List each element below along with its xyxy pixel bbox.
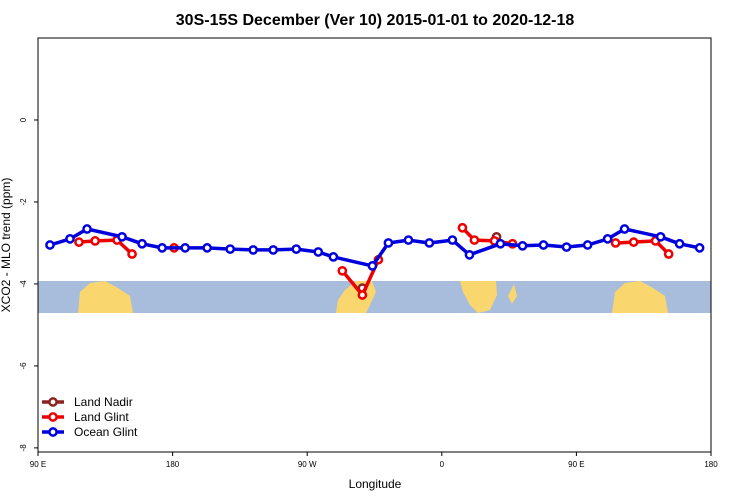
data-point [694,243,705,253]
data-point [495,238,506,249]
data-point [628,237,639,247]
series-line [49,227,700,268]
legend-marker [48,412,58,422]
plot-frame [37,37,712,453]
data-point [127,249,137,259]
map-strip [38,281,711,313]
data-point [45,240,55,250]
land-africa [460,281,497,313]
land-australia [612,281,668,313]
legend-label: Land Glint [74,410,129,424]
x-tick-label: 90 E [30,460,46,469]
data-point [561,242,572,252]
data-point [157,243,167,253]
x-tick-label: 90 E [568,460,584,469]
y-tick-label: -8 [19,444,28,452]
data-point [225,244,236,254]
data-point [469,235,480,245]
y-tick-label: 0 [19,117,28,122]
data-point [65,234,75,244]
x-tick-label: 180 [704,460,718,469]
legend-marker [48,397,58,407]
data-point [180,243,191,253]
data-point [582,240,593,250]
y-tick-label: -4 [19,280,28,288]
data-point [464,249,475,260]
data-point [517,240,528,251]
y-tick-label: -2 [19,198,28,206]
x-tick-label: 180 [166,460,180,469]
data-point [655,231,666,242]
legend-marker [48,427,58,437]
data-point [268,245,279,255]
data-point [90,236,100,246]
y-tick-label: -6 [19,362,28,370]
chart-title: 30S-15S December (Ver 10) 2015-01-01 to … [176,12,575,29]
data-point [313,247,324,257]
data-point [202,243,212,253]
data-point [674,238,685,249]
data-point [663,249,674,259]
data-point [610,238,621,248]
x-tick-label: 90 W [298,460,317,469]
data-point [328,252,339,262]
data-point [383,238,394,248]
data-point [457,222,468,233]
data-point [602,234,613,244]
legend-label: Ocean Glint [74,425,138,439]
land-madagascar [508,284,517,304]
data-point [619,224,630,234]
x-tick-label: 0 [440,460,445,469]
data-point [74,237,84,247]
data-point [357,290,368,300]
land-australia [78,281,133,313]
data-point [137,238,147,249]
ocean-background [38,281,711,313]
data-point [248,245,259,255]
data-point [538,240,549,250]
data-point [337,265,348,276]
data-point [424,238,435,248]
data-point [291,244,302,254]
x-axis-label: Longitude [349,477,402,491]
data-point [403,235,414,245]
data-point [117,231,127,242]
data-point [82,224,92,234]
legend-label: Land Nadir [74,395,133,409]
data-point [367,261,378,271]
data-point [447,235,458,245]
y-axis-label: XCO2 - MLO trend (ppm) [0,178,13,313]
